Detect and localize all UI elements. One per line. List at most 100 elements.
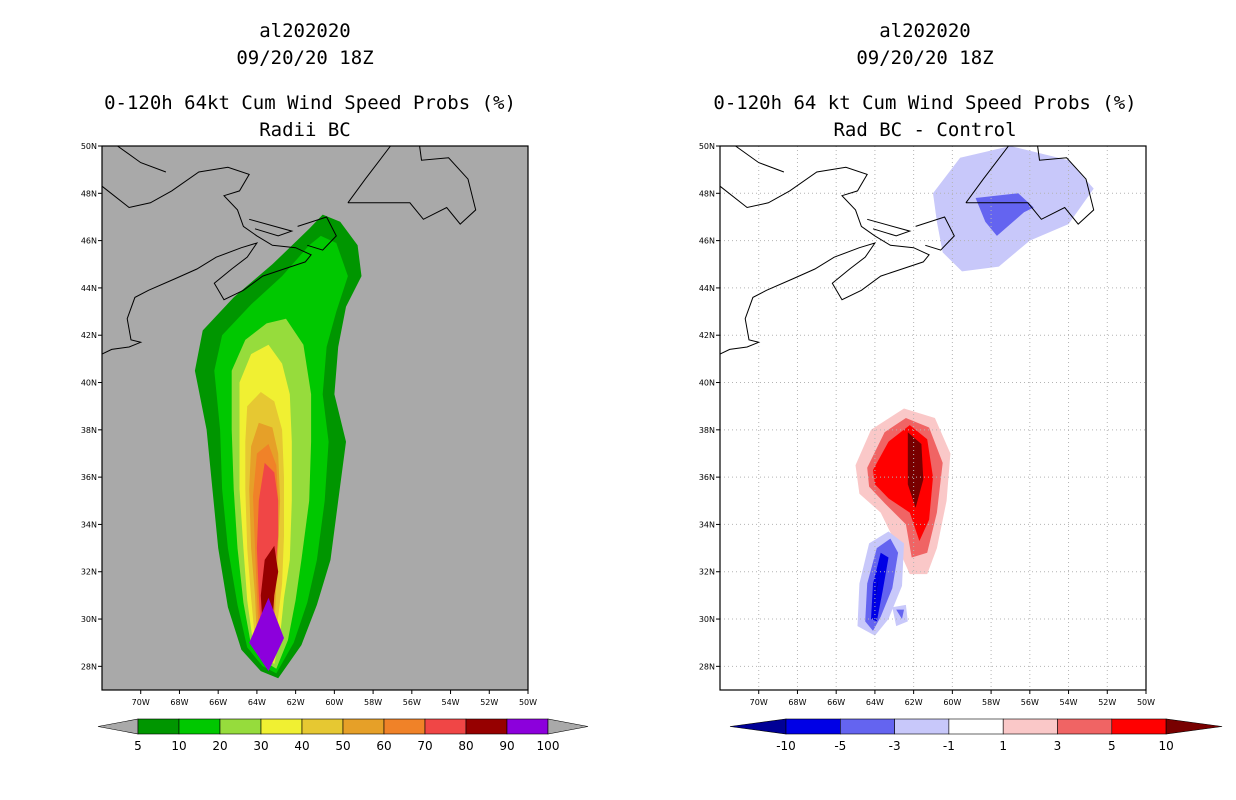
- left-colorbar-swatch: [301, 718, 344, 735]
- left-colorbar-label: 50: [335, 739, 350, 753]
- right-colorbar-swatch: [894, 718, 950, 735]
- right-colorbar-swatch: [948, 718, 1004, 735]
- right-ytick-label: 38N: [699, 426, 715, 435]
- left-colorbar-label: 20: [212, 739, 227, 753]
- left-colorbar-label: 80: [458, 739, 473, 753]
- left-colorbar-swatch: [178, 718, 221, 735]
- left-map-frame: [101, 145, 529, 691]
- left-ytick-label: 40N: [81, 379, 97, 388]
- left-title-subtitle: Radii BC: [259, 119, 351, 141]
- left-colorbar-swatch: [260, 718, 303, 735]
- left-colorbar-low-arrow: [97, 718, 139, 735]
- left-xtick-label: 54W: [441, 698, 459, 707]
- left-ytick-label: 50N: [81, 142, 97, 151]
- left-coastline: [102, 166, 312, 355]
- left-colorbar-label: 10: [171, 739, 186, 753]
- right-ytick-label: 30N: [699, 615, 715, 624]
- right-coastlines: [720, 146, 1095, 355]
- left-xtick-label: 68W: [170, 698, 188, 707]
- left-title-product: 0-120h 64kt Cum Wind Speed Probs (%): [104, 92, 516, 114]
- left-colorbar-swatch: [342, 718, 385, 735]
- left-colorbar-label: 40: [294, 739, 309, 753]
- left-ytick-label: 36N: [81, 473, 97, 482]
- left-colorbar-swatch: [137, 718, 180, 735]
- left-colorbar-label: 70: [417, 739, 432, 753]
- left-colorbar-swatch: [383, 718, 426, 735]
- left-colorbar-swatch: [424, 718, 467, 735]
- right-gridlines: [720, 146, 1146, 690]
- right-contour-neg3: [896, 609, 904, 619]
- right-xtick-label: 62W: [905, 698, 923, 707]
- right-map-frame: [719, 145, 1147, 691]
- right-coastline: [720, 166, 930, 355]
- right-xtick-label: 52W: [1098, 698, 1116, 707]
- right-colorbar-label: 10: [1158, 739, 1173, 753]
- left-xtick-label: 66W: [209, 698, 227, 707]
- left-xtick-label: 50W: [519, 698, 537, 707]
- left-contour-90: [249, 597, 284, 672]
- right-colorbar-swatch: [1002, 718, 1058, 735]
- left-coastline: [117, 146, 167, 173]
- right-colorbar-swatch: [1111, 718, 1167, 735]
- right-colorbar-label: -1: [943, 739, 955, 753]
- right-colorbar-label: 5: [1108, 739, 1116, 753]
- right-ytick-label: 36N: [699, 473, 715, 482]
- right-xtick-label: 66W: [827, 698, 845, 707]
- right-contour-neg3: [975, 193, 1034, 236]
- left-ytick-label: 44N: [81, 284, 97, 293]
- right-ytick-label: 32N: [699, 568, 715, 577]
- right-colorbar: -10 -5 -3 -1 1 3 5 10: [729, 718, 1223, 753]
- left-colorbar: 5 10 20 30 40 50 60 70 80 90 100: [97, 718, 589, 753]
- right-coastline: [965, 146, 1095, 225]
- left-ytick-label: 28N: [81, 662, 97, 671]
- left-colorbar-label: 90: [499, 739, 514, 753]
- right-coastline: [735, 146, 785, 173]
- right-ytick-label: 34N: [699, 520, 715, 529]
- left-xtick-label: 52W: [480, 698, 498, 707]
- right-ytick-label: 42N: [699, 331, 715, 340]
- right-map-panel: 70W 68W 66W 64W 62W 60W 58W 56W 54W 52W 50W 50N 48N 4…: [699, 142, 1155, 707]
- right-xtick-label: 60W: [943, 698, 961, 707]
- left-colorbar-label: 30: [253, 739, 268, 753]
- right-colorbar-swatch: [785, 718, 841, 735]
- right-colorbar-label: -3: [889, 739, 901, 753]
- right-ytick-label: 46N: [699, 237, 715, 246]
- right-colorbar-high-arrow: [1165, 718, 1223, 735]
- right-ytick-label: 28N: [699, 662, 715, 671]
- left-xtick-label: 58W: [364, 698, 382, 707]
- right-xtick-label: 50W: [1137, 698, 1155, 707]
- right-title-product: 0-120h 64 kt Cum Wind Speed Probs (%): [713, 92, 1137, 114]
- left-colorbar-label: 100: [537, 739, 560, 753]
- left-coastline: [297, 216, 337, 251]
- right-colorbar-swatch: [1057, 718, 1113, 735]
- left-colorbar-high-arrow: [547, 718, 589, 735]
- left-ytick-label: 42N: [81, 331, 97, 340]
- right-colorbar-label: -5: [834, 739, 846, 753]
- right-coastline: [867, 218, 912, 237]
- right-contour-10: [907, 432, 924, 508]
- left-colorbar-swatch: [219, 718, 262, 735]
- right-xtick-label: 64W: [866, 698, 884, 707]
- right-colorbar-label: -10: [776, 739, 796, 753]
- left-xtick-label: 60W: [325, 698, 343, 707]
- left-ytick-label: 46N: [81, 237, 97, 246]
- left-colorbar-swatch: [506, 718, 549, 735]
- left-map-panel: 70W 68W 66W 64W 62W 60W 58W 56W 54W 52W 50W 50N 48N 4…: [81, 142, 537, 707]
- left-coastline: [249, 218, 294, 237]
- left-title-storm-id: al202020: [259, 20, 351, 42]
- left-ytick-label: 34N: [81, 520, 97, 529]
- right-colorbar-low-arrow: [729, 718, 787, 735]
- left-ytick-label: 48N: [81, 189, 97, 198]
- right-title-date: 09/20/20 18Z: [856, 47, 994, 69]
- right-xtick-label: 58W: [982, 698, 1000, 707]
- right-contour-neg5: [871, 552, 889, 622]
- right-xtick-label: 56W: [1021, 698, 1039, 707]
- right-xtick-label: 54W: [1059, 698, 1077, 707]
- right-coastline: [915, 216, 955, 251]
- left-ytick-label: 32N: [81, 568, 97, 577]
- left-xtick-label: 70W: [132, 698, 150, 707]
- left-coastlines: [102, 146, 477, 355]
- right-xtick-label: 68W: [788, 698, 806, 707]
- right-colorbar-label: 3: [1054, 739, 1062, 753]
